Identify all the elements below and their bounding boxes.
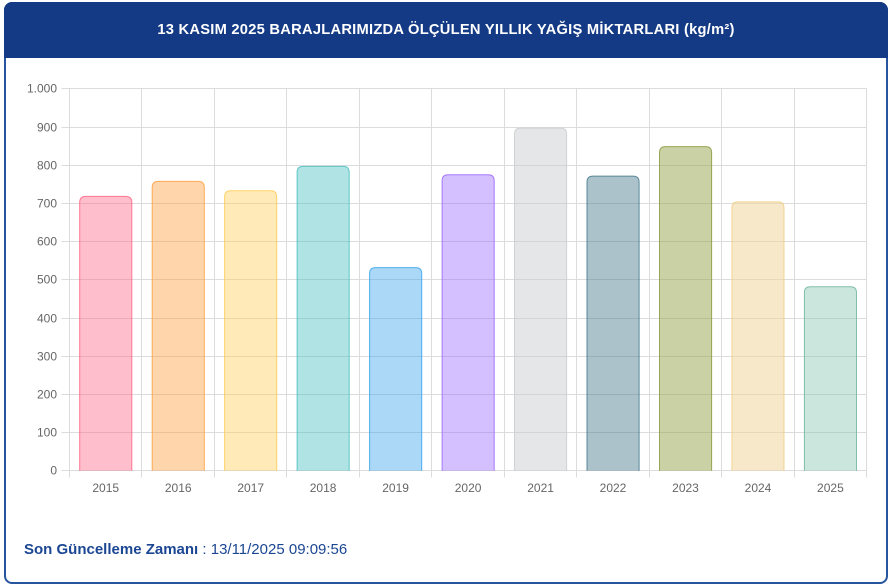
svg-text:500: 500 xyxy=(37,273,57,287)
svg-text:800: 800 xyxy=(37,159,57,173)
svg-text:2018: 2018 xyxy=(310,481,337,495)
svg-text:0: 0 xyxy=(50,464,57,478)
svg-text:400: 400 xyxy=(37,312,57,326)
svg-text:2023: 2023 xyxy=(672,481,699,495)
svg-text:1.000: 1.000 xyxy=(27,82,57,96)
svg-text:900: 900 xyxy=(37,121,57,135)
svg-text:2024: 2024 xyxy=(745,481,772,495)
svg-text:2025: 2025 xyxy=(817,481,844,495)
svg-text:200: 200 xyxy=(37,388,57,402)
svg-text:2015: 2015 xyxy=(92,481,119,495)
svg-text:2017: 2017 xyxy=(237,481,264,495)
svg-text:300: 300 xyxy=(37,350,57,364)
svg-text:2019: 2019 xyxy=(382,481,409,495)
svg-text:600: 600 xyxy=(37,235,57,249)
svg-text:700: 700 xyxy=(37,197,57,211)
svg-text:2016: 2016 xyxy=(165,481,192,495)
svg-text:2020: 2020 xyxy=(455,481,482,495)
svg-text:100: 100 xyxy=(37,426,57,440)
svg-text:2022: 2022 xyxy=(600,481,627,495)
svg-text:2021: 2021 xyxy=(527,481,554,495)
